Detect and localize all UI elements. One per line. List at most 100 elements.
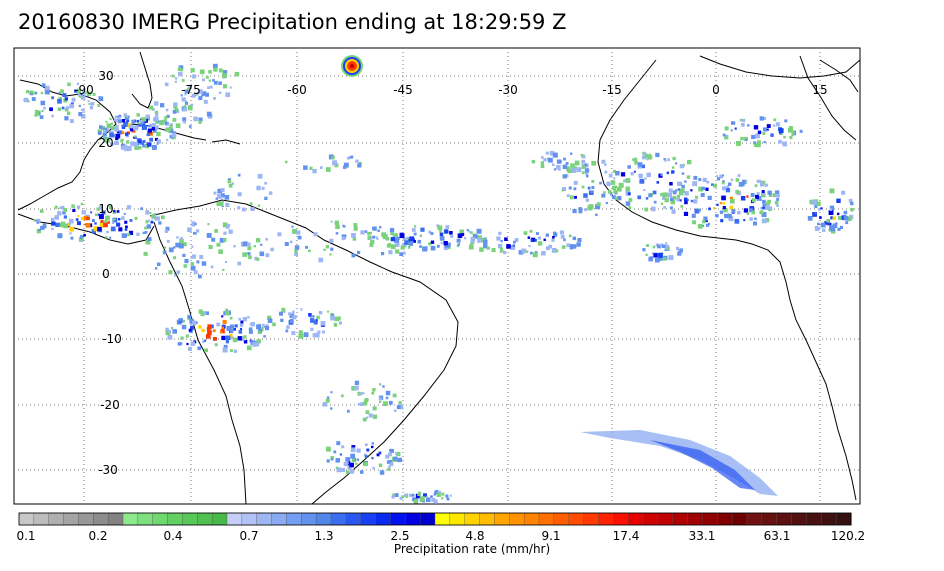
precip-pixel	[76, 82, 80, 86]
precip-pixel	[159, 120, 164, 126]
precip-pixel	[223, 344, 228, 349]
precip-pixel	[385, 454, 390, 459]
precip-pixel	[180, 94, 183, 97]
precip-pixel	[356, 458, 360, 461]
precip-pixel	[648, 193, 653, 198]
precip-pixel	[562, 174, 567, 179]
precip-pixel	[436, 492, 441, 497]
precip-pixel	[719, 174, 724, 179]
precip-pixel	[438, 490, 442, 494]
precip-pixel	[537, 236, 541, 240]
precip-pixel	[625, 201, 631, 206]
coast-mediterranean	[819, 59, 859, 93]
precip-pixel	[684, 180, 687, 183]
precip-pixel	[303, 332, 309, 338]
precip-pixel	[120, 146, 125, 150]
precip-pixel	[341, 394, 344, 398]
precip-pixel	[653, 253, 658, 258]
precip-pixel	[216, 322, 221, 327]
precip-pixel	[613, 189, 617, 194]
precip-pixel	[677, 181, 682, 186]
precip-pixel	[110, 142, 114, 146]
precip-pixel	[202, 340, 205, 344]
precip-pixel	[174, 108, 179, 112]
precip-pixel	[221, 195, 225, 199]
precip-pixel	[731, 209, 736, 214]
precip-pixel	[220, 188, 225, 192]
precip-pixel	[264, 196, 268, 200]
precip-pixel	[566, 243, 571, 248]
precip-pixel	[69, 103, 74, 109]
precip-pixel	[188, 85, 192, 90]
precip-pixel	[294, 249, 298, 253]
precip-pixel	[178, 71, 183, 77]
precip-pixel	[39, 115, 44, 119]
precip-pixel	[390, 244, 396, 250]
precip-pixel	[325, 398, 330, 403]
precip-pixel	[173, 102, 178, 107]
precip-pixel	[257, 331, 261, 334]
precip-pixel	[372, 414, 378, 419]
precip-pixel	[518, 250, 524, 255]
precip-pixel	[205, 311, 209, 315]
precip-pixel	[645, 197, 649, 200]
precip-pixel	[154, 125, 159, 131]
precip-pixel	[111, 126, 115, 130]
precip-pixel	[294, 252, 298, 257]
precip-pixel	[591, 186, 595, 189]
precip-pixel	[377, 229, 380, 232]
precip-pixel	[183, 105, 187, 108]
colorbar-tick-label: 0.7	[239, 529, 258, 543]
precip-pixel	[80, 95, 86, 100]
precip-pixel	[565, 162, 569, 165]
precip-pixel	[698, 186, 703, 192]
precip-pixel	[828, 228, 832, 232]
precip-pixel	[333, 450, 337, 454]
precip-pixel	[252, 342, 257, 347]
precip-pixel	[477, 239, 481, 243]
precip-pixel	[700, 193, 705, 197]
precip-pixel	[523, 231, 528, 235]
precip-pixel	[513, 240, 516, 244]
precip-pixel	[121, 216, 125, 220]
colorbar-swatch	[167, 512, 184, 526]
precip-pixel	[158, 221, 162, 225]
precip-pixel	[659, 257, 663, 261]
precip-pixel	[599, 181, 602, 185]
precip-pixel	[371, 442, 374, 445]
precip-pixel	[174, 77, 178, 80]
precip-pixel	[757, 140, 761, 145]
precip-pixel	[207, 86, 210, 89]
latitude-labels: 30 20 10 0 -10 -20 -30	[98, 69, 122, 477]
precip-pixel	[156, 142, 159, 145]
precip-pixel	[330, 220, 333, 223]
precip-pixel	[553, 168, 557, 171]
precip-pixel	[288, 312, 292, 316]
precip-pixel	[229, 86, 232, 89]
precip-pixel	[739, 118, 743, 122]
precip-pixel	[196, 260, 200, 264]
precip-pixel	[694, 208, 700, 214]
precip-pixel	[581, 185, 585, 189]
precip-pixel	[762, 203, 766, 207]
colorbar-swatch	[538, 512, 555, 526]
precip-pixel	[450, 234, 454, 238]
precip-pixel	[382, 234, 388, 240]
precip-pixel	[379, 383, 382, 386]
precip-pixel	[121, 233, 127, 238]
precip-pixel	[473, 234, 478, 239]
precip-pixel	[601, 159, 606, 164]
precip-pixel	[687, 159, 692, 165]
precip-pixel	[351, 458, 355, 462]
precip-pixel	[822, 228, 826, 232]
precip-pixel	[754, 217, 757, 220]
precip-pixel	[164, 121, 168, 125]
precip-pixel	[651, 252, 655, 255]
precip-pixel	[788, 128, 793, 133]
precip-pixel	[443, 241, 448, 246]
precip-pixel	[661, 244, 666, 248]
precip-pixel	[217, 194, 222, 199]
precip-pixel	[708, 207, 711, 211]
precip-pixel	[255, 342, 260, 347]
precip-pixel	[491, 248, 496, 253]
